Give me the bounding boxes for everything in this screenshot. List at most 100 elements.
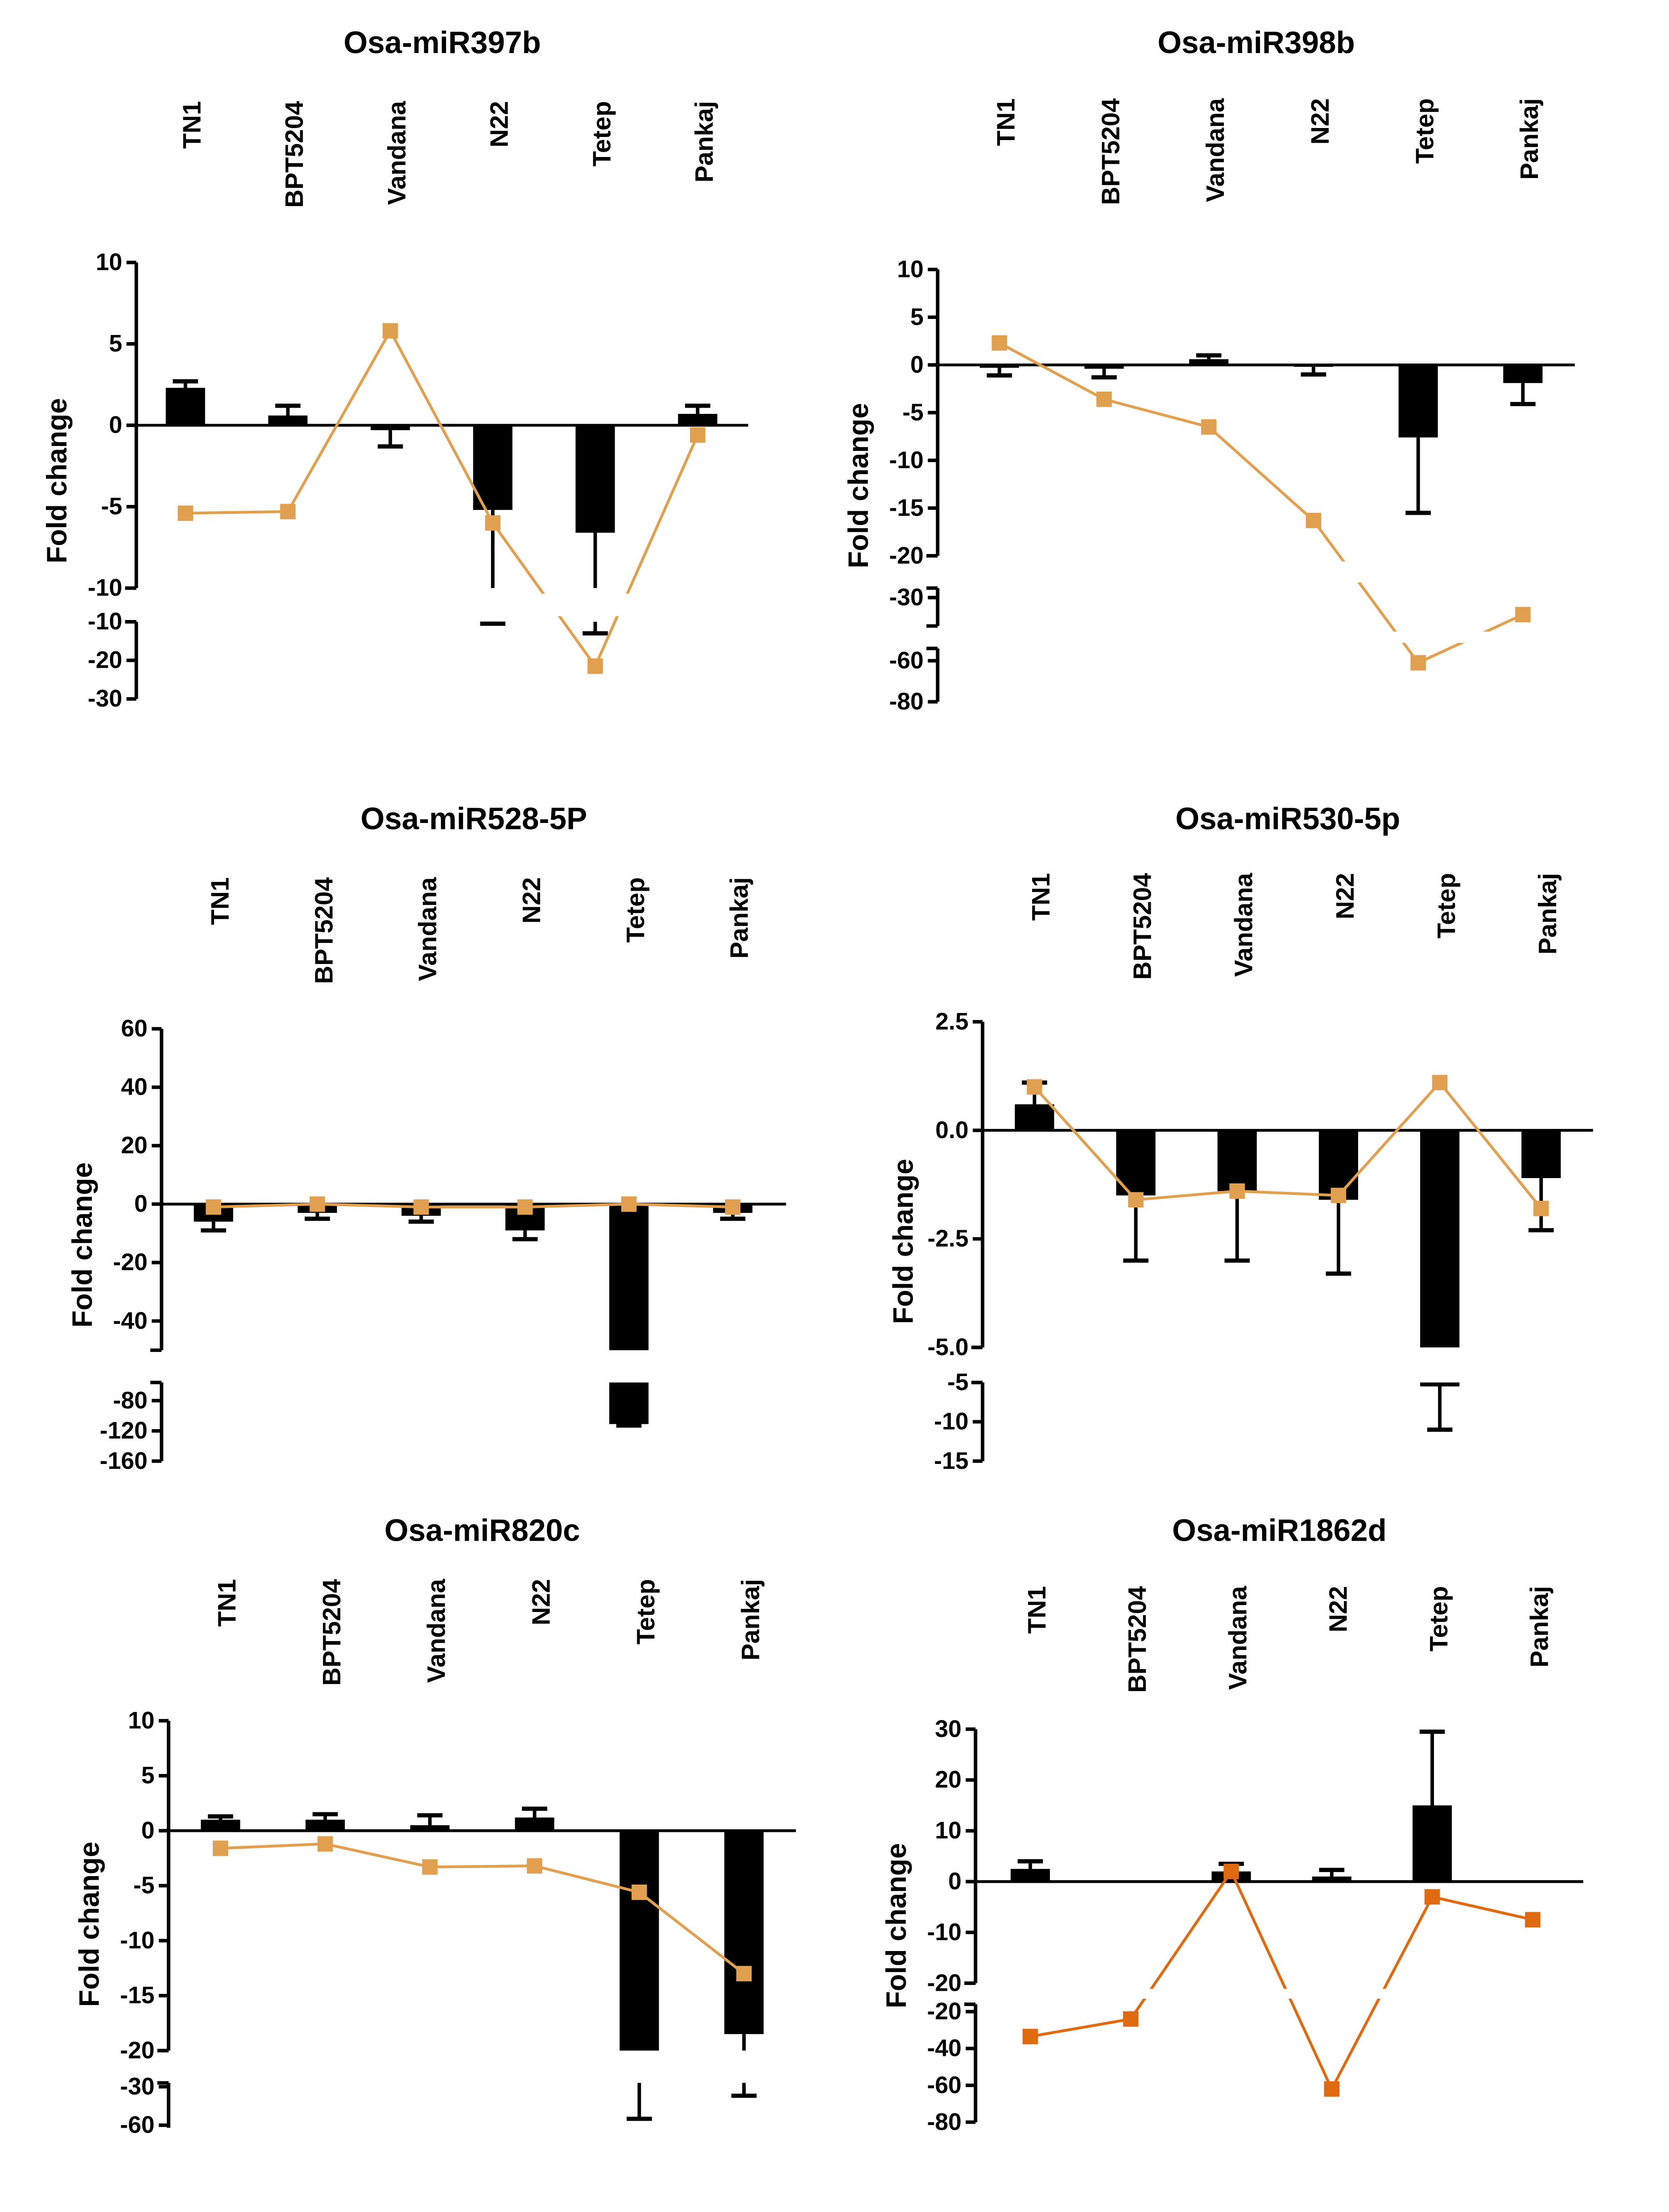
y-tick-label: -80: [889, 689, 923, 715]
category-label: N22: [1331, 873, 1359, 919]
y-tick-label: -10: [88, 608, 122, 635]
y-tick-label: 20: [935, 1767, 962, 1793]
y-tick-label: -80: [113, 1387, 147, 1414]
category-label: TN1: [1027, 873, 1055, 921]
marker: [280, 504, 296, 520]
category-label: Pankaj: [1516, 98, 1544, 180]
y-tick-label: 0: [134, 1191, 148, 1217]
category-label: BPT5204: [281, 101, 309, 208]
bar: [306, 1819, 345, 1831]
panel: Osa-miR528-5P TN1 BPT5204 Vandana N22 Tetep Pa…: [67, 801, 789, 1474]
category-label: TN1: [206, 877, 234, 925]
panel-title: Osa-miR398b: [1157, 25, 1355, 60]
marker: [317, 1836, 333, 1852]
marker: [1123, 2011, 1139, 2027]
y-tick-label: 0: [109, 412, 122, 438]
line: [1033, 1080, 1542, 1210]
marker: [206, 1199, 221, 1215]
bar: [1503, 365, 1543, 383]
y-tick-label: -20: [927, 1998, 961, 2025]
bar: [1084, 365, 1124, 369]
y-tick-label: -60: [927, 2072, 961, 2098]
y-tick-label: 40: [121, 1074, 148, 1100]
y-axis-label: Fold change: [67, 1162, 98, 1328]
bar: [201, 1819, 240, 1831]
axis-break: [139, 594, 751, 616]
y-tick-label: -15: [934, 1448, 968, 1474]
y-tick-label: 0: [910, 351, 924, 378]
marker: [1515, 607, 1531, 623]
marker: [1201, 419, 1217, 435]
y-tick-label: -10: [927, 1919, 961, 1945]
bar: [575, 425, 615, 533]
category-label: Pankaj: [690, 101, 719, 183]
y-tick-label: 10: [96, 249, 123, 276]
category-label: Pankaj: [737, 1579, 765, 1661]
y-tick-label: -60: [120, 2112, 154, 2138]
category-label: N22: [527, 1579, 555, 1625]
bar: [371, 425, 410, 430]
marker: [178, 505, 194, 521]
bar: [1111, 1881, 1151, 1883]
y-tick-label: -5: [902, 399, 924, 426]
marker: [587, 658, 603, 674]
marker: [632, 1884, 647, 1900]
y-tick-label: 10: [128, 1708, 155, 1734]
category-label: BPT5204: [318, 1579, 346, 1686]
marker: [1229, 1183, 1245, 1199]
category-label: Pankaj: [726, 877, 754, 959]
marker: [736, 1966, 752, 1981]
bar: [165, 388, 205, 426]
bar: [1398, 365, 1438, 438]
category-label: Tetep: [588, 101, 616, 167]
bar: [678, 413, 718, 426]
y-tick-label: -10: [120, 1927, 154, 1954]
axis-break: [940, 631, 1578, 643]
y-tick-label: -30: [120, 2073, 154, 2100]
marker: [1424, 1889, 1440, 1905]
y-tick-label: 60: [121, 1016, 148, 1042]
panel-title: Osa-miR530-5p: [1175, 801, 1400, 836]
category-label: N22: [518, 877, 546, 924]
category-label: Vandana: [1224, 1586, 1252, 1690]
marker: [413, 1199, 429, 1215]
category-label: BPT5204: [1097, 98, 1125, 205]
y-tick-label: -2.5: [927, 1226, 968, 1252]
bar: [1312, 1876, 1351, 1882]
category-label: Tetep: [1433, 873, 1461, 939]
axis-break: [164, 1356, 789, 1377]
line: [220, 1842, 745, 1975]
panel: Osa-miR820c TN1 BPT5204 Vandana N22 Tetep Pank…: [74, 1513, 799, 2138]
line: [1030, 1869, 1533, 2092]
line: [185, 328, 699, 669]
y-tick-label: -20: [927, 1970, 961, 1996]
y-axis-label: Fold change: [881, 1843, 912, 2009]
y-tick-label: -20: [88, 647, 122, 674]
y-axis-label: Fold change: [843, 403, 874, 568]
bar: [1420, 1382, 1460, 1387]
category-label: Pankaj: [1525, 1586, 1553, 1668]
category-label: Vandana: [383, 101, 411, 205]
marker: [621, 1196, 637, 1212]
y-tick-label: -30: [88, 686, 122, 712]
y-tick-label: 5: [141, 1762, 155, 1789]
y-axis-label: Fold change: [41, 398, 73, 563]
category-label: Tetep: [1411, 98, 1439, 164]
category-label: BPT5204: [1128, 873, 1157, 980]
y-tick-label: 0: [948, 1869, 962, 1895]
y-tick-label: -5: [133, 1873, 155, 1899]
axis-break: [171, 2056, 799, 2077]
y-tick-label: -160: [100, 1448, 148, 1474]
category-label: TN1: [992, 98, 1020, 146]
axis-break: [940, 561, 1578, 583]
line: [213, 1203, 733, 1209]
marker: [485, 515, 501, 531]
marker: [1305, 513, 1322, 529]
bar: [1420, 1130, 1460, 1348]
marker: [422, 1859, 438, 1875]
axis-break: [978, 1989, 1586, 1999]
y-tick-label: -40: [927, 2035, 961, 2062]
category-label: TN1: [213, 1579, 241, 1627]
y-tick-label: -10: [934, 1409, 968, 1435]
